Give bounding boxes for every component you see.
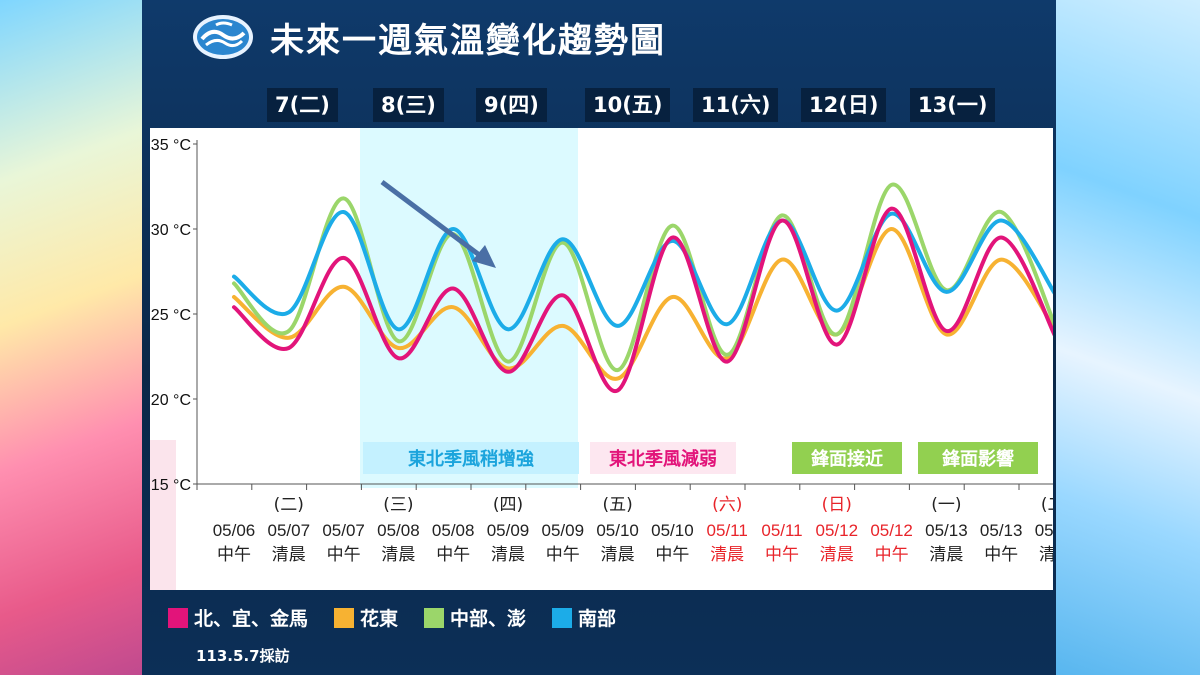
x-date-label: 05/08 [432, 521, 475, 540]
x-time-label: 中午 [984, 545, 1018, 565]
x-date-label: 05/08 [377, 521, 420, 540]
x-date-label: 05/09 [542, 521, 585, 540]
x-date-label: 05/13 [980, 521, 1023, 540]
x-time-label: 中午 [546, 545, 580, 565]
day-label-3: 9(四) [476, 88, 547, 122]
trend-arrow-head [472, 245, 496, 268]
annotation-box [918, 442, 1038, 474]
x-time-label: 清晨 [710, 545, 744, 565]
legend-label-north: 北、宜、金馬 [194, 608, 309, 630]
x-time-label: 中午 [765, 545, 799, 565]
annotation-box [363, 442, 579, 474]
interview-date-note: 113.5.7採訪 [196, 647, 290, 665]
day-label-5: 11(六) [693, 88, 779, 122]
legend-swatch-hualien [334, 607, 355, 628]
x-time-label: 清晨 [381, 545, 415, 565]
x-date-label: 05/12 [816, 521, 859, 540]
x-date-label: 05/10 [651, 521, 694, 540]
x-time-label: 清晨 [601, 545, 635, 565]
x-time-label: 清晨 [1039, 545, 1053, 565]
legend-label-south: 南部 [578, 608, 617, 630]
title-row: 未來一週氣溫變化趨勢圖 [192, 10, 722, 64]
x-time-label: 中午 [436, 545, 470, 565]
y-tick-label: 15 °C [151, 477, 191, 494]
left-background-decoration [0, 0, 142, 675]
x-weekday-label: (五) [602, 495, 632, 515]
day-label-4: 10(五) [585, 88, 671, 122]
x-date-label: 05/11 [761, 521, 802, 540]
y-tick-label: 35 °C [151, 137, 191, 154]
x-date-label: 05/13 [925, 521, 968, 540]
x-weekday-label: (日) [822, 495, 852, 515]
shaded-region-left-edge [150, 440, 176, 590]
series-line-north [232, 206, 1053, 393]
weather-bureau-logo [193, 15, 253, 59]
x-date-label: 05/12 [870, 521, 913, 540]
legend-item-hualien: 花東 [334, 604, 398, 631]
annotation-label: 東北季風減弱 [609, 448, 717, 470]
legend-item-north: 北、宜、金馬 [168, 604, 308, 631]
x-date-label: 05/09 [487, 521, 530, 540]
x-date-label: 05/07 [268, 521, 311, 540]
annotation-label: 東北季風稍增強 [408, 448, 534, 470]
x-weekday-label: (三) [383, 495, 413, 515]
y-tick-label: 30 °C [151, 222, 191, 239]
x-weekday-label: (四) [493, 495, 523, 515]
x-date-label: 05/14 [1035, 521, 1053, 540]
legend-swatch-central [424, 607, 445, 628]
x-time-label: 中午 [875, 545, 909, 565]
x-date-label: 05/11 [707, 521, 748, 540]
chart-panel: 15 °C 20 °C 25 °C 30 °C 35 °C 05/06 中午 (二) 05/07… [150, 128, 1053, 590]
x-time-label: 清晨 [272, 545, 306, 565]
x-time-label: 清晨 [929, 545, 963, 565]
x-weekday-label: (六) [712, 495, 742, 515]
right-background-decoration [1056, 0, 1200, 675]
x-time-label: 中午 [655, 545, 689, 565]
day-label-1: 7(二) [267, 88, 338, 122]
trend-arrow-shaft [380, 180, 488, 262]
x-date-label: 05/07 [322, 521, 365, 540]
annotation-box [590, 442, 736, 474]
legend: 北、宜、金馬 花東 中部、澎 南部 [168, 604, 616, 631]
legend-label-hualien: 花東 [360, 608, 399, 630]
x-time-label: 中午 [327, 545, 361, 565]
annotation-label: 鋒面影響 [941, 448, 1014, 470]
x-weekday-label: (二) [274, 495, 304, 515]
legend-swatch-north [168, 607, 188, 628]
legend-item-south: 南部 [552, 604, 616, 631]
x-date-label: 05/10 [596, 521, 639, 540]
legend-swatch-south [552, 607, 573, 628]
temperature-chart: 15 °C 20 °C 25 °C 30 °C 35 °C 05/06 中午 (二) 05/07… [150, 128, 1053, 590]
legend-label-central: 中部、澎 [450, 608, 527, 630]
legend-item-central: 中部、澎 [424, 604, 526, 631]
x-weekday-label: (一) [931, 495, 961, 515]
y-tick-label: 25 °C [151, 307, 191, 324]
annotation-label: 鋒面接近 [810, 448, 883, 470]
x-date-label: 05/06 [213, 521, 256, 540]
y-tick-label: 20 °C [151, 392, 191, 409]
x-time-label: 清晨 [491, 545, 525, 565]
annotation-box [792, 442, 902, 474]
day-label-6: 12(日) [801, 88, 887, 122]
day-label-7: 13(一) [910, 88, 996, 122]
x-weekday-label: (二) [1041, 495, 1053, 515]
x-time-label: 清晨 [820, 545, 854, 565]
page-title: 未來一週氣溫變化趨勢圖 [270, 20, 666, 61]
x-time-label: 中午 [217, 545, 251, 565]
day-label-2: 8(三) [373, 88, 444, 122]
